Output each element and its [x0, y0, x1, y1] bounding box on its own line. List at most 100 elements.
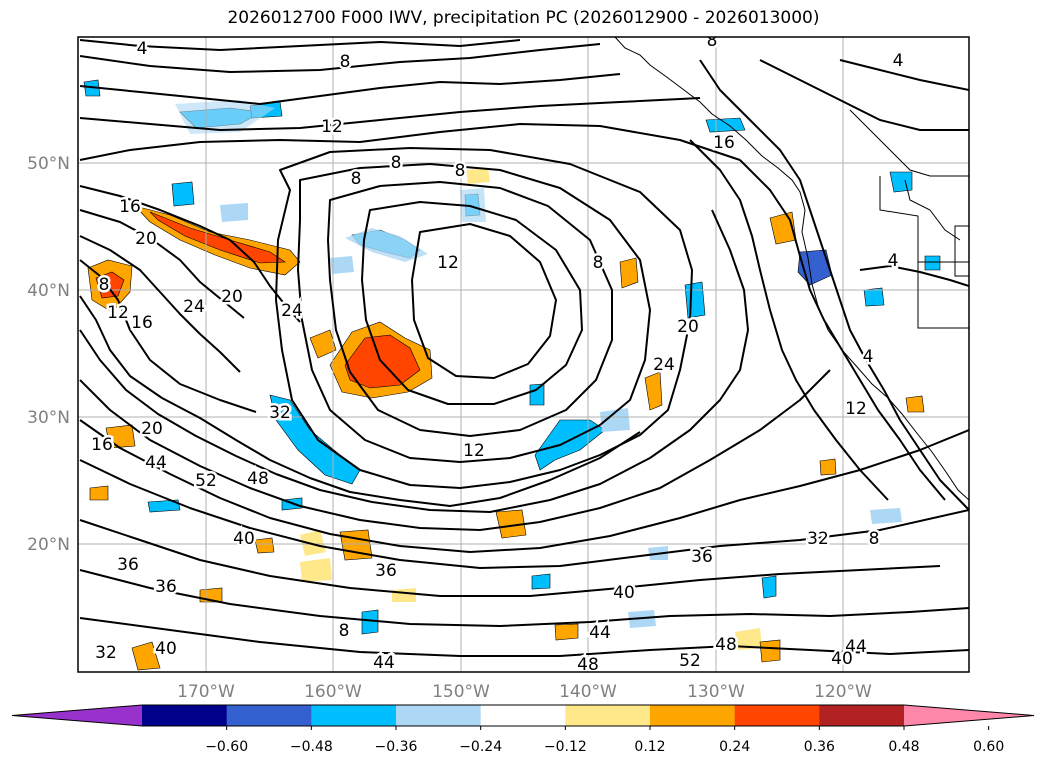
colorbar-tick-label: −0.60	[205, 739, 248, 755]
map-content: 4 8 12 16 8 16 20 8 8 12 8 4 8 4 12 16 2…	[78, 31, 969, 675]
precip-light-positive	[466, 168, 490, 184]
precip-light-positive	[300, 558, 332, 582]
contour-label: 8	[593, 253, 604, 273]
precip-negative-area	[684, 281, 706, 319]
contour-label: 40	[233, 529, 255, 549]
contour-label: 20	[677, 317, 699, 337]
contour-label: 36	[691, 547, 713, 567]
colorbar-tick-label: 0.48	[888, 739, 919, 755]
contour-label: 8	[455, 161, 466, 181]
contour-label: 20	[221, 287, 243, 307]
colorbar-tick-label: −0.36	[375, 739, 418, 755]
gridlines	[78, 37, 969, 672]
colorbar-segment	[650, 705, 736, 726]
contour-label: 8	[339, 621, 350, 641]
lon-label: 150°W	[432, 682, 490, 702]
precip-positive-area	[495, 509, 527, 539]
colorbar-extend-low	[12, 705, 142, 726]
contour-label: 12	[437, 253, 459, 273]
lon-label: 130°W	[687, 682, 745, 702]
colorbar-tick-label: 0.24	[719, 739, 750, 755]
precip-negative-area	[529, 383, 545, 406]
lat-label: 40°N	[27, 281, 70, 301]
precip-negative-area	[863, 287, 885, 307]
precip-light-negative	[870, 508, 902, 524]
precip-light-negative	[345, 228, 428, 262]
precip-negative-area	[171, 181, 195, 207]
colorbar-tick-label: −0.24	[459, 739, 502, 755]
map-title: 2026012700 F000 IWV, precipitation PC (2…	[227, 8, 820, 28]
contour-label: 40	[613, 583, 635, 603]
contour-label: 16	[91, 435, 113, 455]
colorbar-tick-label: 0.12	[634, 739, 665, 755]
colorbar-outline	[11, 704, 1035, 727]
precip-negative-area	[705, 117, 746, 133]
contour-label: 20	[141, 419, 163, 439]
colorbar-tick-label: 0.60	[973, 739, 1004, 755]
contour-label: 52	[679, 651, 701, 671]
colorbar-segment	[226, 705, 312, 726]
precip-negative-area	[147, 499, 181, 513]
contour-label: 24	[281, 301, 303, 321]
precip-negative-area	[761, 575, 777, 599]
contour-label: 36	[375, 561, 397, 581]
contour-label: 48	[247, 469, 269, 489]
contour-label: 4	[863, 347, 874, 367]
colorbar-segment	[396, 705, 482, 726]
precip-positive-area	[644, 371, 663, 411]
contour-label: 40	[155, 639, 177, 659]
latitude-labels: 50°N 40°N 30°N 20°N	[27, 154, 70, 555]
contour-label: 16	[713, 133, 735, 153]
colorbar-segment	[311, 705, 397, 726]
contour-label: 36	[155, 577, 177, 597]
contour-label: 12	[845, 399, 867, 419]
precip-positive-core	[149, 211, 286, 264]
precip-light-positive	[392, 588, 416, 602]
precip-negative-area	[889, 171, 913, 193]
precip-light-negative	[460, 188, 486, 222]
colorbar-tick-label: 0.36	[804, 739, 835, 755]
colorbar-segment	[142, 705, 228, 726]
contour-label: 8	[340, 52, 351, 72]
contour-label: 8	[391, 153, 402, 173]
colorbar: −0.60 −0.48 −0.36 −0.24 −0.12 0.12 0.24 0.36 0.4…	[11, 704, 1035, 755]
contour-label: 48	[577, 655, 599, 675]
contour-label: 44	[589, 623, 611, 643]
map-frame	[77, 36, 970, 673]
contour-label: 8	[707, 31, 718, 51]
lon-label: 170°W	[177, 682, 235, 702]
contour-label: 16	[131, 313, 153, 333]
lon-label: 140°W	[559, 682, 617, 702]
colorbar-tick-label: −0.12	[544, 739, 587, 755]
contour-label: 44	[845, 637, 867, 657]
precip-light-positive	[735, 628, 762, 650]
contour-label: 8	[351, 169, 362, 189]
lon-label: 160°W	[304, 682, 362, 702]
precip-positive-area	[554, 623, 579, 641]
lon-label: 120°W	[814, 682, 872, 702]
precip-light-negative	[220, 203, 248, 222]
precip-light-negative	[175, 100, 275, 134]
contour-label: 32	[269, 403, 291, 423]
contour-label: 12	[107, 303, 129, 323]
precip-positive-area	[905, 395, 925, 413]
colorbar-segment	[480, 705, 566, 726]
contour-label: 4	[888, 251, 899, 271]
precip-positive-area	[309, 329, 337, 359]
coastlines	[614, 37, 969, 501]
contour-label: 24	[183, 297, 205, 317]
precip-positive-area	[819, 458, 837, 476]
longitude-labels: 170°W 160°W 150°W 140°W 130°W 120°W	[177, 682, 872, 702]
precip-positive-area	[131, 641, 161, 671]
contour-labels: 4 8 12 16 8 16 20 8 8 12 8 4 8 4 12 16 2…	[89, 31, 906, 675]
precip-negative-area	[531, 573, 551, 590]
contour-label: 32	[95, 643, 117, 663]
precip-positive-area	[254, 537, 275, 554]
contour-label: 12	[321, 117, 343, 137]
contour-label: 8	[99, 275, 110, 295]
precip-positive-area	[619, 257, 639, 289]
precip-light-positive	[300, 530, 326, 556]
colorbar-segment	[819, 705, 905, 726]
precip-negative-area	[361, 609, 379, 635]
